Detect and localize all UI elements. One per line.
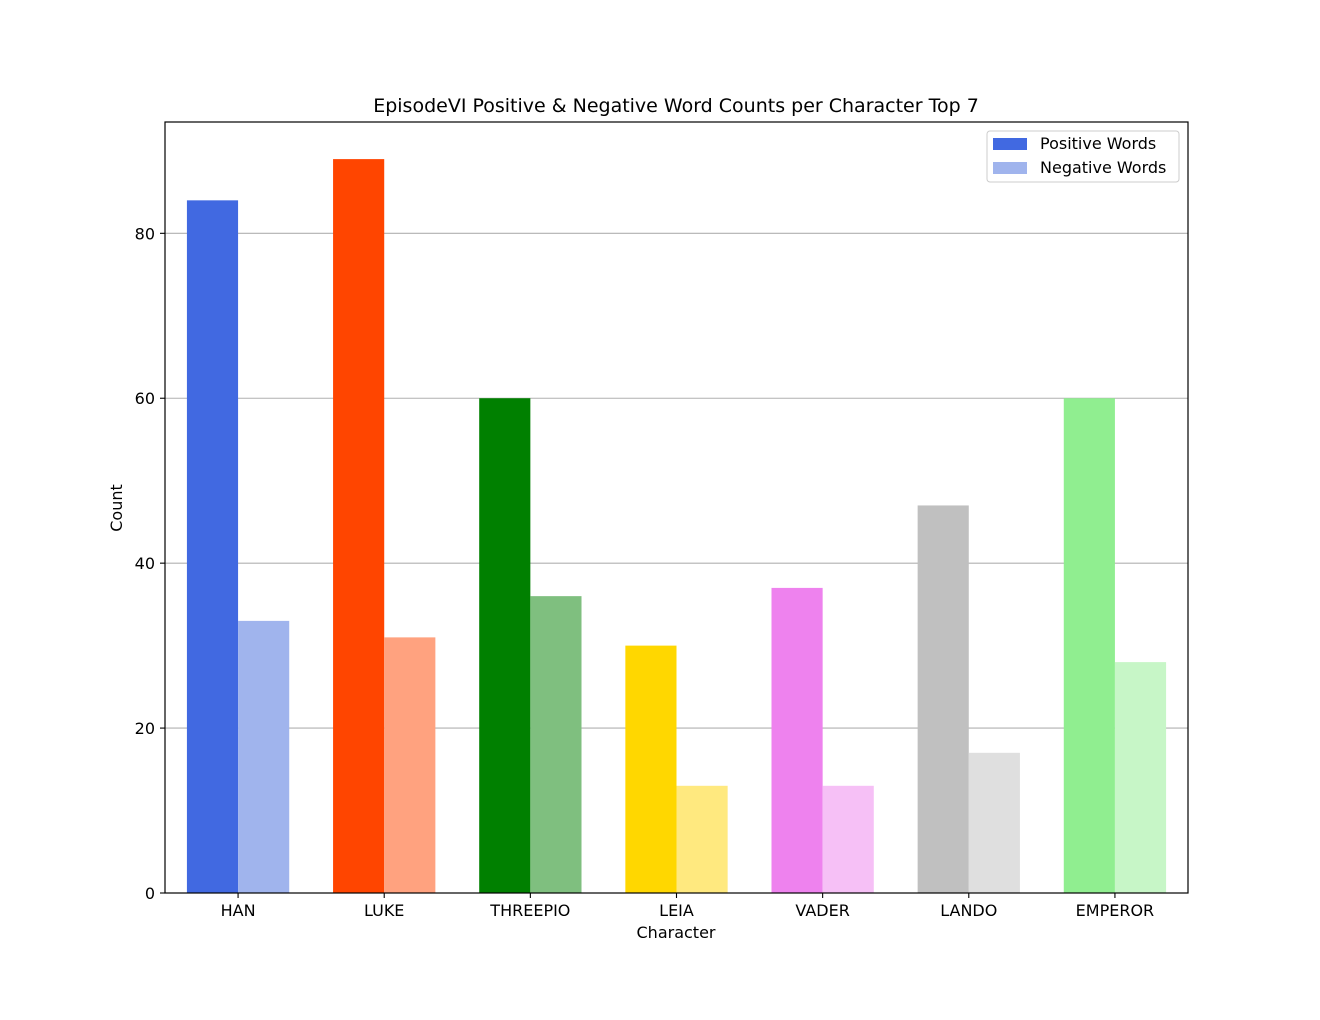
y-tick-label: 0 [145,884,155,903]
y-tick-label: 40 [135,554,155,573]
x-axis: HAN LUKE THREEPIO LEIA VADER LANDO EMPEROR [221,893,1155,920]
legend-swatch-negative [993,162,1027,174]
x-tick-label: EMPEROR [1076,901,1155,920]
positive-bar-lando [917,505,969,893]
x-tick-label: VADER [795,901,849,920]
legend-label-negative: Negative Words [1040,158,1166,177]
x-axis-label: Character [637,923,716,942]
positive-bar-threepio [479,398,531,893]
negative-bar-vader [822,785,874,893]
y-tick-label: 20 [135,719,155,738]
y-axis: 0 20 40 60 80 [135,224,165,903]
x-tick-label: LEIA [659,901,694,920]
positive-bar-leia [625,645,677,893]
positive-bar-emperor [1063,398,1115,893]
negative-bar-lando [968,752,1020,893]
negative-bar-emperor [1114,662,1167,893]
y-axis-label: Count [107,484,126,532]
x-tick-label: LUKE [364,901,404,920]
bars [186,159,1167,894]
negative-bar-luke [384,637,436,893]
positive-bar-han [186,200,239,893]
y-tick-label: 60 [135,389,155,408]
x-tick-label: THREEPIO [489,901,570,920]
x-tick-label: LANDO [940,901,997,920]
positive-bar-vader [771,587,823,893]
negative-bar-leia [676,785,728,893]
negative-bar-han [238,620,290,893]
negative-bar-threepio [530,596,582,893]
y-tick-label: 80 [135,224,155,243]
legend-swatch-positive [993,138,1027,150]
chart-title: EpisodeVI Positive & Negative Word Count… [373,95,979,117]
positive-bar-luke [333,159,385,894]
x-tick-label: HAN [221,901,256,920]
legend-label-positive: Positive Words [1040,134,1156,153]
legend-box [986,130,1180,183]
legend: Positive Words Negative Words [986,130,1180,183]
